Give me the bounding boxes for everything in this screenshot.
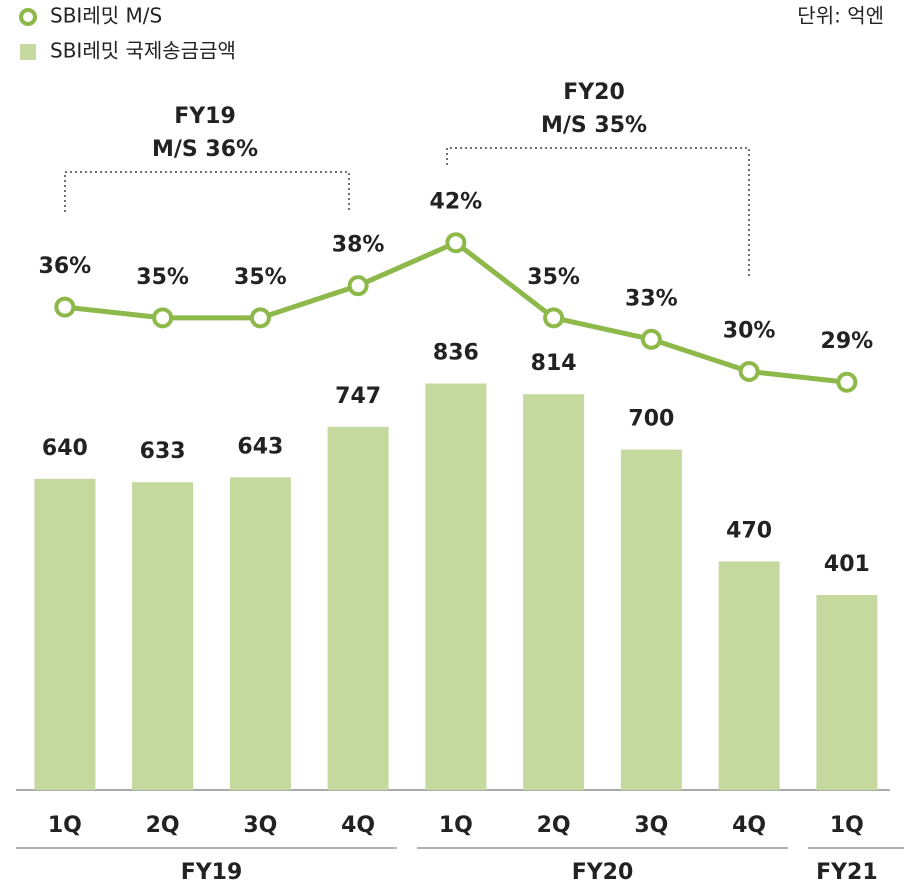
line-marker <box>445 232 467 254</box>
line-value-label: 35% <box>527 265 580 290</box>
x-tick-label: 4Q <box>732 813 766 838</box>
bar <box>816 595 878 790</box>
bar-value-label: 836 <box>433 340 479 365</box>
annotation-text: M/S 36% <box>152 137 258 162</box>
line-value-label: 36% <box>39 254 92 279</box>
line-marker <box>738 360 760 382</box>
bar <box>620 449 682 790</box>
line-marker <box>152 307 174 329</box>
legend-marker <box>19 8 37 26</box>
bar-value-label: 640 <box>42 436 88 461</box>
line-value-label: 42% <box>430 190 483 215</box>
line-marker <box>249 307 271 329</box>
line-marker <box>347 275 369 297</box>
legend-label: SBI레밋 국제송금금액 <box>50 39 236 63</box>
group-label: FY20 <box>572 860 634 885</box>
bar <box>132 482 194 790</box>
x-tick-label: 2Q <box>537 813 571 838</box>
bar-value-label: 633 <box>140 439 186 464</box>
bar-value-label: 814 <box>531 351 577 376</box>
line-marker <box>836 371 858 393</box>
bar <box>229 477 291 790</box>
bar <box>34 478 96 790</box>
bar <box>327 426 389 790</box>
bar <box>523 394 585 790</box>
line-marker <box>543 307 565 329</box>
legend-marker <box>20 44 36 60</box>
line-marker <box>640 328 662 350</box>
x-tick-label: 3Q <box>634 813 668 838</box>
line-value-label: 33% <box>625 286 678 311</box>
x-tick-label: 2Q <box>146 813 180 838</box>
x-tick-label: 1Q <box>48 813 82 838</box>
x-tick-label: 1Q <box>439 813 473 838</box>
line-value-label: 35% <box>234 265 287 290</box>
bar-value-label: 470 <box>726 518 772 543</box>
line-marker <box>54 296 76 318</box>
bar-value-label: 401 <box>824 552 870 577</box>
bracket <box>446 147 750 276</box>
x-tick-label: 1Q <box>830 813 864 838</box>
bar-value-label: 747 <box>335 384 381 409</box>
line-value-label: 30% <box>723 318 776 343</box>
line-value-label: 29% <box>821 329 874 354</box>
x-tick-label: 4Q <box>341 813 375 838</box>
annotation-text: M/S 35% <box>541 113 647 138</box>
x-tick-label: 3Q <box>243 813 277 838</box>
bar-value-label: 700 <box>628 407 674 432</box>
bar <box>425 383 487 790</box>
line-value-label: 35% <box>136 265 189 290</box>
legend-label: SBI레밋 M/S <box>50 4 162 28</box>
unit-label: 단위: 억엔 <box>797 4 884 28</box>
line-value-label: 38% <box>332 233 385 258</box>
bracket <box>64 171 350 212</box>
group-label: FY19 <box>181 860 243 885</box>
annotation-title: FY19 <box>174 104 236 129</box>
group-label: FY21 <box>816 860 878 885</box>
bar <box>718 561 780 790</box>
annotation-title: FY20 <box>563 80 625 105</box>
bar-value-label: 643 <box>237 434 283 459</box>
